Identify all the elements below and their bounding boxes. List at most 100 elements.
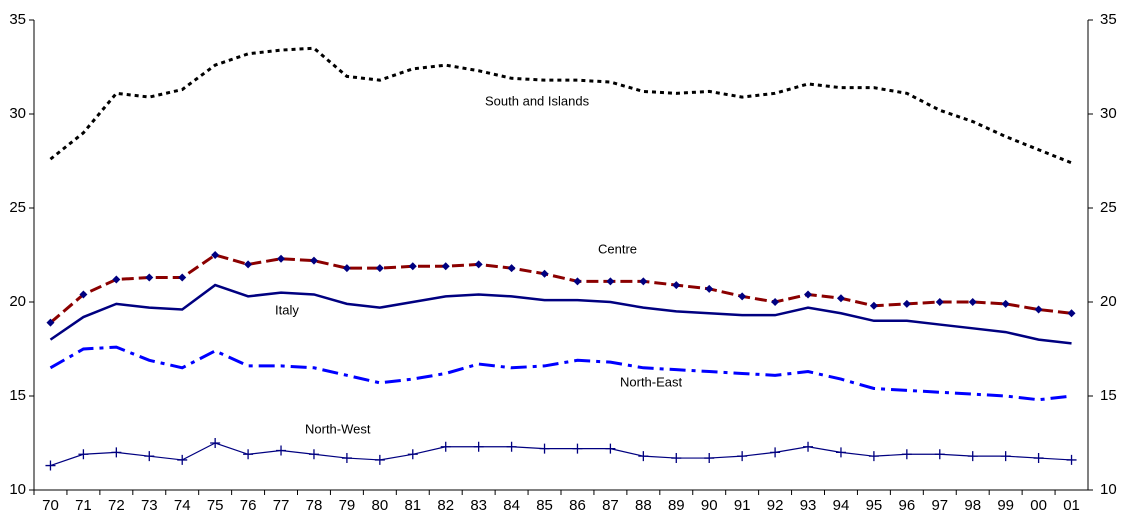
x-tick-label: 74 xyxy=(174,497,191,514)
x-tick-label: 98 xyxy=(964,497,981,514)
series-label: Italy xyxy=(275,302,299,317)
marker xyxy=(407,449,418,460)
marker xyxy=(342,264,351,273)
y2-tick-label: 35 xyxy=(1100,11,1117,28)
marker xyxy=(210,438,221,448)
marker xyxy=(836,294,845,303)
marker xyxy=(572,443,583,454)
marker xyxy=(111,447,122,458)
marker xyxy=(835,447,846,458)
x-tick-label: 87 xyxy=(602,497,619,514)
marker xyxy=(770,447,781,458)
series-line xyxy=(49,345,1072,402)
marker xyxy=(738,292,747,301)
series-line xyxy=(49,253,1072,324)
x-tick-label: 01 xyxy=(1063,497,1080,514)
marker xyxy=(440,441,451,452)
marker xyxy=(1033,453,1044,464)
marker xyxy=(144,451,155,462)
y2-tick-label: 25 xyxy=(1100,199,1117,216)
marker xyxy=(1000,451,1011,462)
marker xyxy=(901,449,912,460)
series-label: North-East xyxy=(620,374,683,389)
marker xyxy=(705,284,714,293)
marker xyxy=(573,277,582,286)
x-tick-label: 89 xyxy=(668,497,685,514)
y-tick-label: 20 xyxy=(9,293,26,310)
y2-tick-label: 30 xyxy=(1100,105,1117,122)
marker xyxy=(473,441,484,452)
marker xyxy=(967,451,978,462)
marker xyxy=(737,451,748,462)
marker xyxy=(408,262,417,271)
marker xyxy=(1066,454,1077,465)
series-label: South and Islands xyxy=(485,93,590,108)
marker xyxy=(1001,299,1010,308)
x-tick-label: 79 xyxy=(339,497,356,514)
marker xyxy=(1034,305,1043,314)
x-tick-label: 96 xyxy=(899,497,916,514)
marker xyxy=(639,277,648,286)
marker xyxy=(671,453,682,464)
x-tick-label: 81 xyxy=(404,497,421,514)
x-tick-label: 75 xyxy=(207,497,224,514)
marker xyxy=(145,273,154,282)
y-tick-label: 25 xyxy=(9,199,26,216)
marker xyxy=(868,451,879,462)
marker xyxy=(804,290,813,299)
marker xyxy=(308,449,319,460)
y-tick-label: 10 xyxy=(9,481,26,498)
x-tick-label: 78 xyxy=(306,497,323,514)
marker xyxy=(968,298,977,306)
x-tick-label: 93 xyxy=(800,497,817,514)
marker xyxy=(276,445,287,456)
marker xyxy=(902,299,911,308)
x-tick-label: 94 xyxy=(833,497,850,514)
marker xyxy=(45,460,56,471)
series-line xyxy=(49,46,1073,165)
x-tick-label: 77 xyxy=(273,497,290,514)
marker xyxy=(474,260,483,269)
marker xyxy=(244,260,253,269)
x-tick-label: 95 xyxy=(866,497,883,514)
marker xyxy=(78,449,89,460)
marker xyxy=(606,277,615,286)
marker xyxy=(934,449,945,460)
marker xyxy=(243,449,254,460)
marker xyxy=(540,269,549,278)
x-tick-label: 97 xyxy=(931,497,948,514)
x-tick-label: 85 xyxy=(536,497,553,514)
y2-tick-label: 15 xyxy=(1100,387,1117,404)
marker xyxy=(177,454,188,465)
marker xyxy=(771,298,780,306)
y-tick-label: 15 xyxy=(9,387,26,404)
y-tick-label: 30 xyxy=(9,105,26,122)
marker xyxy=(309,256,318,265)
marker xyxy=(112,275,121,284)
marker xyxy=(672,281,681,290)
x-tick-label: 76 xyxy=(240,497,257,514)
marker xyxy=(605,443,616,454)
marker xyxy=(869,301,878,310)
marker xyxy=(178,273,187,282)
marker xyxy=(374,454,385,465)
x-tick-label: 71 xyxy=(75,497,92,514)
series-label: Centre xyxy=(598,241,637,256)
x-tick-label: 92 xyxy=(767,497,784,514)
x-tick-label: 83 xyxy=(470,497,487,514)
y2-tick-label: 20 xyxy=(1100,293,1117,310)
x-tick-label: 82 xyxy=(437,497,454,514)
marker xyxy=(506,441,517,452)
x-tick-label: 72 xyxy=(108,497,125,514)
marker xyxy=(704,453,715,464)
series-line xyxy=(50,442,1072,467)
marker xyxy=(277,254,286,263)
series-label: North-West xyxy=(305,421,371,436)
x-tick-label: 88 xyxy=(635,497,652,514)
marker xyxy=(211,251,220,259)
marker xyxy=(935,298,944,306)
y-tick-label: 35 xyxy=(9,11,26,28)
x-tick-label: 86 xyxy=(569,497,586,514)
x-tick-label: 73 xyxy=(141,497,158,514)
